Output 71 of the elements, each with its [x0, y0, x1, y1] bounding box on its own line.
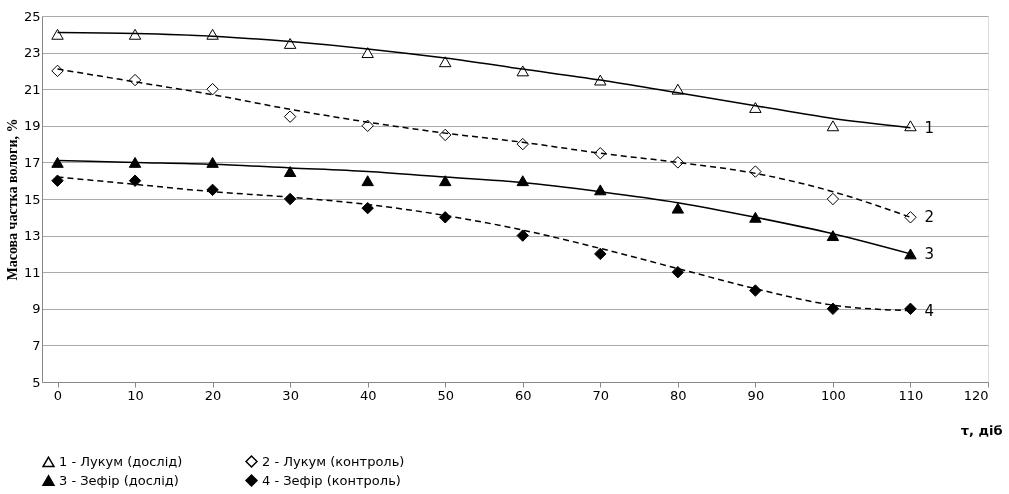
point: [128, 156, 142, 168]
point: [361, 175, 374, 187]
y-tick-label: 25: [23, 8, 41, 24]
legend-label: 3 - Зефір (дослід): [59, 472, 179, 488]
y-axis-title: Масова частка вологи, %: [4, 118, 20, 281]
x-tick-label: 0: [53, 387, 63, 403]
point: [128, 73, 142, 87]
point: [361, 201, 374, 215]
legend-label: 2 - Лукум (контроль): [262, 453, 405, 469]
point: [671, 202, 685, 214]
point: [826, 230, 840, 242]
point: [206, 156, 219, 168]
point: [594, 247, 607, 261]
point: [904, 248, 917, 260]
annotation: 2: [924, 208, 935, 227]
x-tick-label: 90: [747, 387, 765, 403]
point: [904, 120, 917, 132]
point: [283, 166, 297, 177]
point: [826, 120, 840, 132]
y-tick-label: 19: [23, 118, 41, 134]
y-tick-label: 9: [32, 301, 41, 317]
point: [361, 119, 374, 132]
point: [749, 211, 762, 223]
annotation: 1: [924, 118, 935, 137]
point: [671, 266, 685, 279]
y-tick-label: 7: [32, 337, 41, 353]
point: [206, 83, 219, 96]
point: [904, 211, 917, 224]
point: [283, 110, 297, 123]
point: [749, 102, 762, 113]
legend-label: 4 - Зефір (контроль): [262, 472, 401, 488]
x-tick-label: 70: [592, 387, 610, 403]
x-tick-label: 30: [282, 387, 299, 403]
point: [516, 229, 529, 242]
annotation: 3: [924, 244, 935, 263]
y-tick-label: 21: [23, 81, 41, 97]
point: [51, 156, 64, 168]
y-tick-label: 15: [23, 191, 41, 207]
x-tick-label: 110: [898, 387, 924, 403]
point: [439, 175, 452, 187]
x-tick-label: 20: [204, 387, 222, 403]
point: [128, 28, 142, 40]
point: [826, 302, 840, 315]
x-tick-label: 120: [963, 387, 989, 403]
point: [283, 38, 297, 49]
point: [361, 47, 374, 59]
x-tick-label: 60: [514, 387, 532, 403]
point: [439, 56, 452, 68]
point: [51, 174, 64, 187]
point: [439, 211, 452, 224]
x-tick-label: 100: [821, 387, 846, 403]
y-tick-label: 5: [32, 374, 41, 390]
point: [283, 192, 297, 206]
legend-label: 1 - Лукум (дослід): [59, 453, 183, 469]
x-axis-title: τ, діб: [960, 422, 1003, 438]
point: [51, 28, 64, 40]
point: [51, 64, 64, 78]
point: [749, 284, 762, 297]
y-tick-label: 13: [23, 228, 41, 244]
x-tick-label: 10: [127, 387, 144, 403]
y-tick-label: 23: [23, 45, 41, 61]
point: [826, 192, 840, 206]
x-tick-label: 50: [437, 387, 454, 403]
annotation: 4: [924, 301, 935, 320]
y-tick-label: 17: [23, 154, 41, 170]
x-tick-label: 80: [670, 387, 687, 403]
y-tick-label: 11: [23, 264, 41, 280]
point: [904, 302, 917, 315]
x-tick-label: 40: [359, 387, 377, 403]
point: [128, 174, 142, 187]
point: [206, 183, 219, 197]
